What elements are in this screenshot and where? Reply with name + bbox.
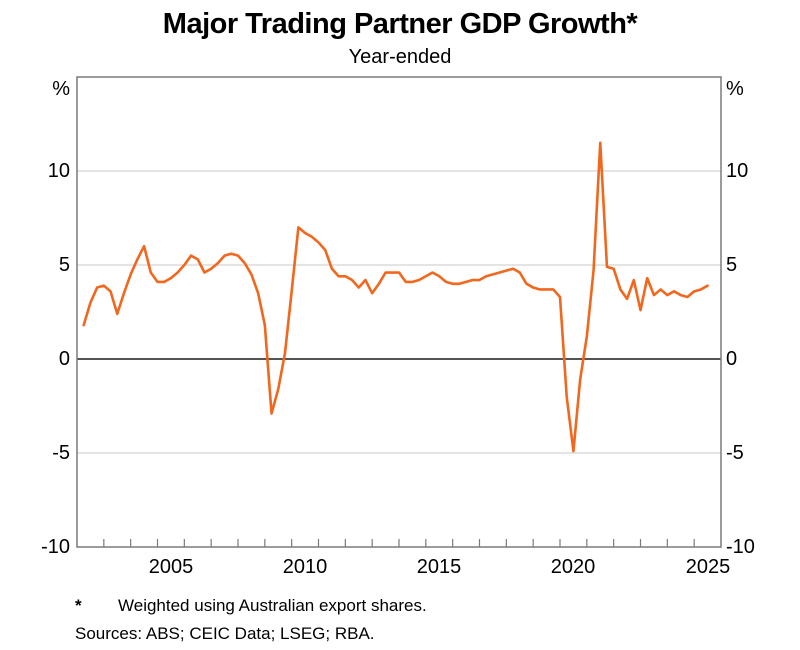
plot-frame bbox=[76, 76, 722, 548]
y-tick-right-neg10: -10 bbox=[726, 536, 755, 558]
footnote-marker: * bbox=[75, 596, 82, 615]
chart-title: Major Trading Partner GDP Growth* bbox=[162, 8, 638, 40]
y-tick-left-neg10: -10 bbox=[41, 536, 70, 558]
footnote-text: Weighted using Australian export shares. bbox=[118, 596, 427, 615]
y-tick-left-10: 10 bbox=[47, 160, 70, 182]
y-unit-right: % bbox=[726, 78, 744, 100]
y-tick-left-neg5: -5 bbox=[52, 442, 70, 464]
y-tick-right-10: 10 bbox=[726, 160, 749, 182]
y-tick-right-0: 0 bbox=[726, 348, 738, 370]
plot-area bbox=[76, 76, 722, 548]
y-tick-right-5: 5 bbox=[726, 254, 738, 276]
sources-line: Sources: ABS; CEIC Data; LSEG; RBA. bbox=[75, 624, 375, 643]
y-tick-left-5: 5 bbox=[58, 254, 70, 276]
x-tick-2020: 2020 bbox=[550, 556, 596, 578]
footnote: * Weighted using Australian export shares… bbox=[75, 595, 765, 616]
gdp-growth-line bbox=[82, 141, 709, 453]
y-tick-right-neg5: -5 bbox=[726, 442, 744, 464]
x-tick-2015: 2015 bbox=[416, 556, 462, 578]
x-tick-2010: 2010 bbox=[282, 556, 328, 578]
x-tick-2005: 2005 bbox=[148, 556, 194, 578]
y-unit-left: % bbox=[52, 78, 70, 100]
y-tick-left-0: 0 bbox=[58, 348, 70, 370]
chart-subtitle: Year-ended bbox=[348, 46, 452, 68]
x-tick-2025: 2025 bbox=[685, 556, 731, 578]
